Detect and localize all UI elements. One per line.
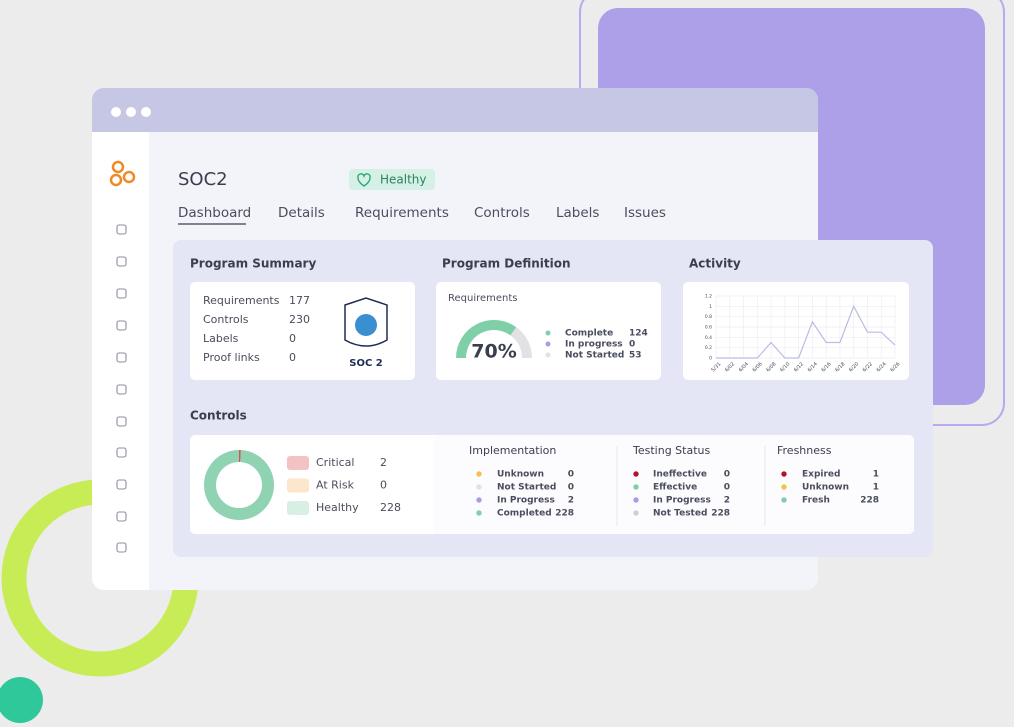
summary-label: Labels	[203, 332, 239, 345]
group-item-label: Unknown	[497, 470, 544, 480]
group-item-value: 1	[873, 470, 879, 480]
group-item-value: 0	[724, 470, 730, 480]
group-item-label: Fresh	[802, 496, 830, 506]
card-title: Program Definition	[442, 257, 571, 271]
severity-icon	[287, 479, 309, 493]
legend-value: 0	[629, 340, 635, 350]
y-tick-label: 0.4	[705, 335, 712, 341]
tab[interactable]: Details	[278, 205, 325, 221]
legend-dot	[781, 484, 786, 489]
summary-value: 0	[289, 332, 296, 345]
tab[interactable]: Dashboard	[178, 205, 251, 221]
legend-value: 124	[629, 329, 648, 339]
group-item-label: Expired	[802, 470, 840, 480]
group-item-value: 228	[860, 496, 879, 506]
legend-label: Not Started	[565, 351, 624, 361]
group-item-value: 0	[568, 483, 574, 493]
summary-label: Requirements	[203, 294, 280, 307]
severity-icon	[287, 501, 309, 515]
group-item-value: 0	[568, 470, 574, 480]
summary-label: Controls	[203, 313, 249, 326]
card-title: Controls	[190, 409, 247, 423]
legend-label: Complete	[565, 329, 613, 339]
window-dot	[111, 107, 121, 117]
group-item-label: Completed	[497, 509, 552, 519]
group-item-value: 2	[724, 496, 730, 506]
y-tick-label: 0.6	[705, 325, 712, 331]
group-item-value: 1	[873, 483, 879, 493]
legend-dot	[476, 497, 481, 502]
y-tick-label: 0.8	[705, 314, 712, 320]
window-dot	[126, 107, 136, 117]
legend-dot	[633, 484, 638, 489]
legend-dot	[476, 471, 481, 476]
severity-label: Healthy	[316, 501, 359, 514]
summary-value: 230	[289, 313, 310, 326]
legend-dot	[633, 471, 638, 476]
group-item-label: Not Tested	[653, 509, 707, 519]
group-title: Implementation	[469, 444, 556, 457]
summary-label: Proof links	[203, 351, 260, 364]
tab[interactable]: Requirements	[355, 205, 449, 221]
card-subtitle: Requirements	[448, 293, 518, 304]
group-item-label: Unknown	[802, 483, 849, 493]
legend-label: In progress	[565, 340, 623, 350]
legend-dot	[781, 497, 786, 502]
y-tick-label: 1	[709, 304, 712, 310]
group-title: Freshness	[777, 444, 832, 457]
severity-value: 228	[380, 501, 401, 514]
status-label: Healthy	[380, 173, 427, 187]
legend-dot	[633, 497, 638, 502]
badge-seal	[355, 314, 377, 336]
group-title: Testing Status	[632, 444, 710, 457]
tab[interactable]: Issues	[624, 205, 666, 221]
window-dot	[141, 107, 151, 117]
severity-value: 2	[380, 456, 387, 469]
title-bar	[92, 88, 818, 132]
group-item-label: In Progress	[497, 496, 555, 506]
legend-value: 53	[629, 351, 642, 361]
legend-dot	[476, 484, 481, 489]
tab[interactable]: Controls	[474, 205, 530, 221]
y-tick-label: 0.2	[705, 345, 712, 351]
legend-dot	[546, 353, 551, 358]
group-item-value: 228	[711, 509, 730, 519]
card-title: Activity	[689, 257, 741, 271]
group-item-label: In Progress	[653, 496, 711, 506]
severity-icon	[287, 456, 309, 470]
severity-label: At Risk	[316, 479, 355, 492]
legend-dot	[633, 510, 638, 515]
severity-value: 0	[380, 479, 387, 492]
group-item-value: 2	[568, 496, 574, 506]
summary-value: 0	[289, 351, 296, 364]
legend-dot	[781, 471, 786, 476]
y-tick-label: 1.2	[705, 294, 712, 300]
legend-dot	[476, 510, 481, 515]
y-tick-label: 0	[709, 356, 712, 362]
group-item-value: 0	[724, 483, 730, 493]
page-title: SOC2	[178, 169, 228, 190]
group-item-label: Not Started	[497, 483, 556, 493]
group-item-label: Ineffective	[653, 470, 707, 480]
summary-value: 177	[289, 294, 310, 307]
card-title: Program Summary	[190, 257, 316, 271]
severity-label: Critical	[316, 456, 354, 469]
tab[interactable]: Labels	[556, 205, 599, 221]
gauge-label: 70%	[471, 341, 516, 363]
legend-dot	[546, 342, 551, 347]
group-item-label: Effective	[653, 483, 697, 493]
legend-dot	[546, 331, 551, 336]
group-item-value: 228	[555, 509, 574, 519]
teal-dot	[0, 677, 43, 723]
badge-label: SOC 2	[349, 358, 383, 369]
